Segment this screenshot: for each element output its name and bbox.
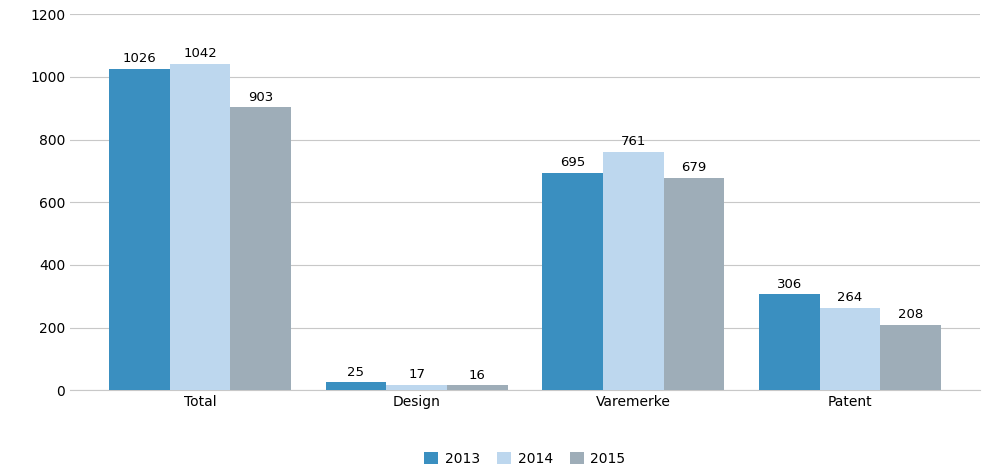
Bar (880, 325, 941, 390)
Bar (170, 64, 230, 390)
Bar (759, 295, 820, 390)
Text: 1042: 1042 (183, 47, 217, 60)
Text: 903: 903 (248, 90, 273, 104)
Text: 264: 264 (837, 291, 863, 304)
Bar (230, 108, 291, 390)
Bar (820, 307, 880, 390)
Text: 25: 25 (348, 366, 364, 379)
Text: 1026: 1026 (122, 52, 156, 65)
Text: 16: 16 (469, 368, 486, 382)
Text: 208: 208 (898, 308, 923, 321)
Text: 306: 306 (777, 278, 802, 291)
Text: 695: 695 (560, 156, 585, 169)
Bar (664, 178, 724, 390)
Text: 761: 761 (621, 135, 646, 148)
Bar (542, 172, 603, 390)
Text: 17: 17 (408, 368, 425, 381)
Legend: 2013, 2014, 2015: 2013, 2014, 2015 (419, 446, 631, 471)
Bar (447, 385, 508, 390)
Bar (326, 383, 386, 390)
Text: 679: 679 (681, 161, 707, 174)
Bar (109, 69, 170, 390)
Bar (603, 152, 664, 390)
Bar (386, 385, 447, 390)
